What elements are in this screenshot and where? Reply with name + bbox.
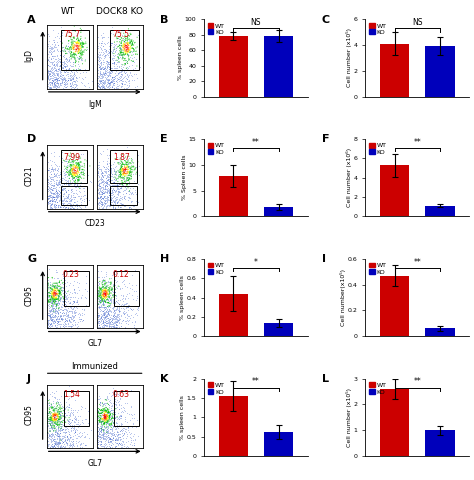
Bar <box>264 36 293 96</box>
Legend: WT, KO: WT, KO <box>368 262 387 276</box>
Y-axis label: % spleen cells: % spleen cells <box>178 36 183 80</box>
Y-axis label: Cell number (x10⁵): Cell number (x10⁵) <box>346 388 352 447</box>
Legend: WT, KO: WT, KO <box>207 382 226 395</box>
Text: GL7: GL7 <box>87 459 102 468</box>
Text: CD23: CD23 <box>84 219 105 228</box>
Text: **: ** <box>413 138 421 147</box>
Y-axis label: % spleen cells: % spleen cells <box>180 395 185 440</box>
Text: DOCK8 KO: DOCK8 KO <box>96 7 143 16</box>
Legend: WT, KO: WT, KO <box>207 23 226 36</box>
Bar <box>425 430 455 456</box>
Text: C: C <box>321 14 329 24</box>
Bar <box>264 207 293 216</box>
Text: A: A <box>27 14 36 24</box>
Text: NS: NS <box>251 18 261 27</box>
Bar <box>264 323 293 336</box>
Text: **: ** <box>413 258 421 266</box>
Bar <box>219 176 248 216</box>
Bar <box>425 206 455 216</box>
Bar <box>264 432 293 456</box>
Bar <box>380 276 410 336</box>
Text: WT: WT <box>61 7 75 16</box>
Bar <box>219 294 248 336</box>
Legend: WT, KO: WT, KO <box>368 382 387 395</box>
Text: **: ** <box>252 377 260 386</box>
Y-axis label: Cell number (x10⁶): Cell number (x10⁶) <box>346 148 352 207</box>
Bar <box>219 396 248 456</box>
Text: K: K <box>160 374 169 384</box>
Text: CD95: CD95 <box>25 285 34 306</box>
Bar <box>380 389 410 456</box>
Text: H: H <box>160 254 170 264</box>
Bar <box>425 46 455 96</box>
Y-axis label: Cell number(x10⁵): Cell number(x10⁵) <box>340 269 346 326</box>
Bar <box>425 328 455 336</box>
Text: D: D <box>27 134 36 144</box>
Legend: WT, KO: WT, KO <box>368 142 387 156</box>
Text: J: J <box>27 374 31 384</box>
Text: **: ** <box>252 138 260 147</box>
Text: CD95: CD95 <box>25 405 34 425</box>
Y-axis label: Cell number (x10⁵): Cell number (x10⁵) <box>346 28 352 87</box>
Text: NS: NS <box>412 18 422 27</box>
Text: IgD: IgD <box>25 49 34 62</box>
Text: *: * <box>254 258 258 266</box>
Legend: WT, KO: WT, KO <box>207 262 226 276</box>
Legend: WT, KO: WT, KO <box>368 23 387 36</box>
Y-axis label: % Spleen cells: % Spleen cells <box>182 155 187 201</box>
Bar <box>380 44 410 96</box>
Text: G: G <box>27 254 36 264</box>
Text: L: L <box>321 374 328 384</box>
Text: B: B <box>160 14 169 24</box>
Text: CD21: CD21 <box>25 165 34 186</box>
Text: E: E <box>160 134 168 144</box>
Bar <box>380 165 410 216</box>
Y-axis label: % spleen cells: % spleen cells <box>180 275 185 320</box>
Bar <box>219 36 248 96</box>
Text: **: ** <box>413 377 421 386</box>
Text: GL7: GL7 <box>87 339 102 348</box>
Text: IgM: IgM <box>88 100 101 108</box>
Legend: WT, KO: WT, KO <box>207 142 226 156</box>
Text: F: F <box>321 134 329 144</box>
Text: I: I <box>321 254 326 264</box>
Text: Immunized: Immunized <box>71 362 118 371</box>
